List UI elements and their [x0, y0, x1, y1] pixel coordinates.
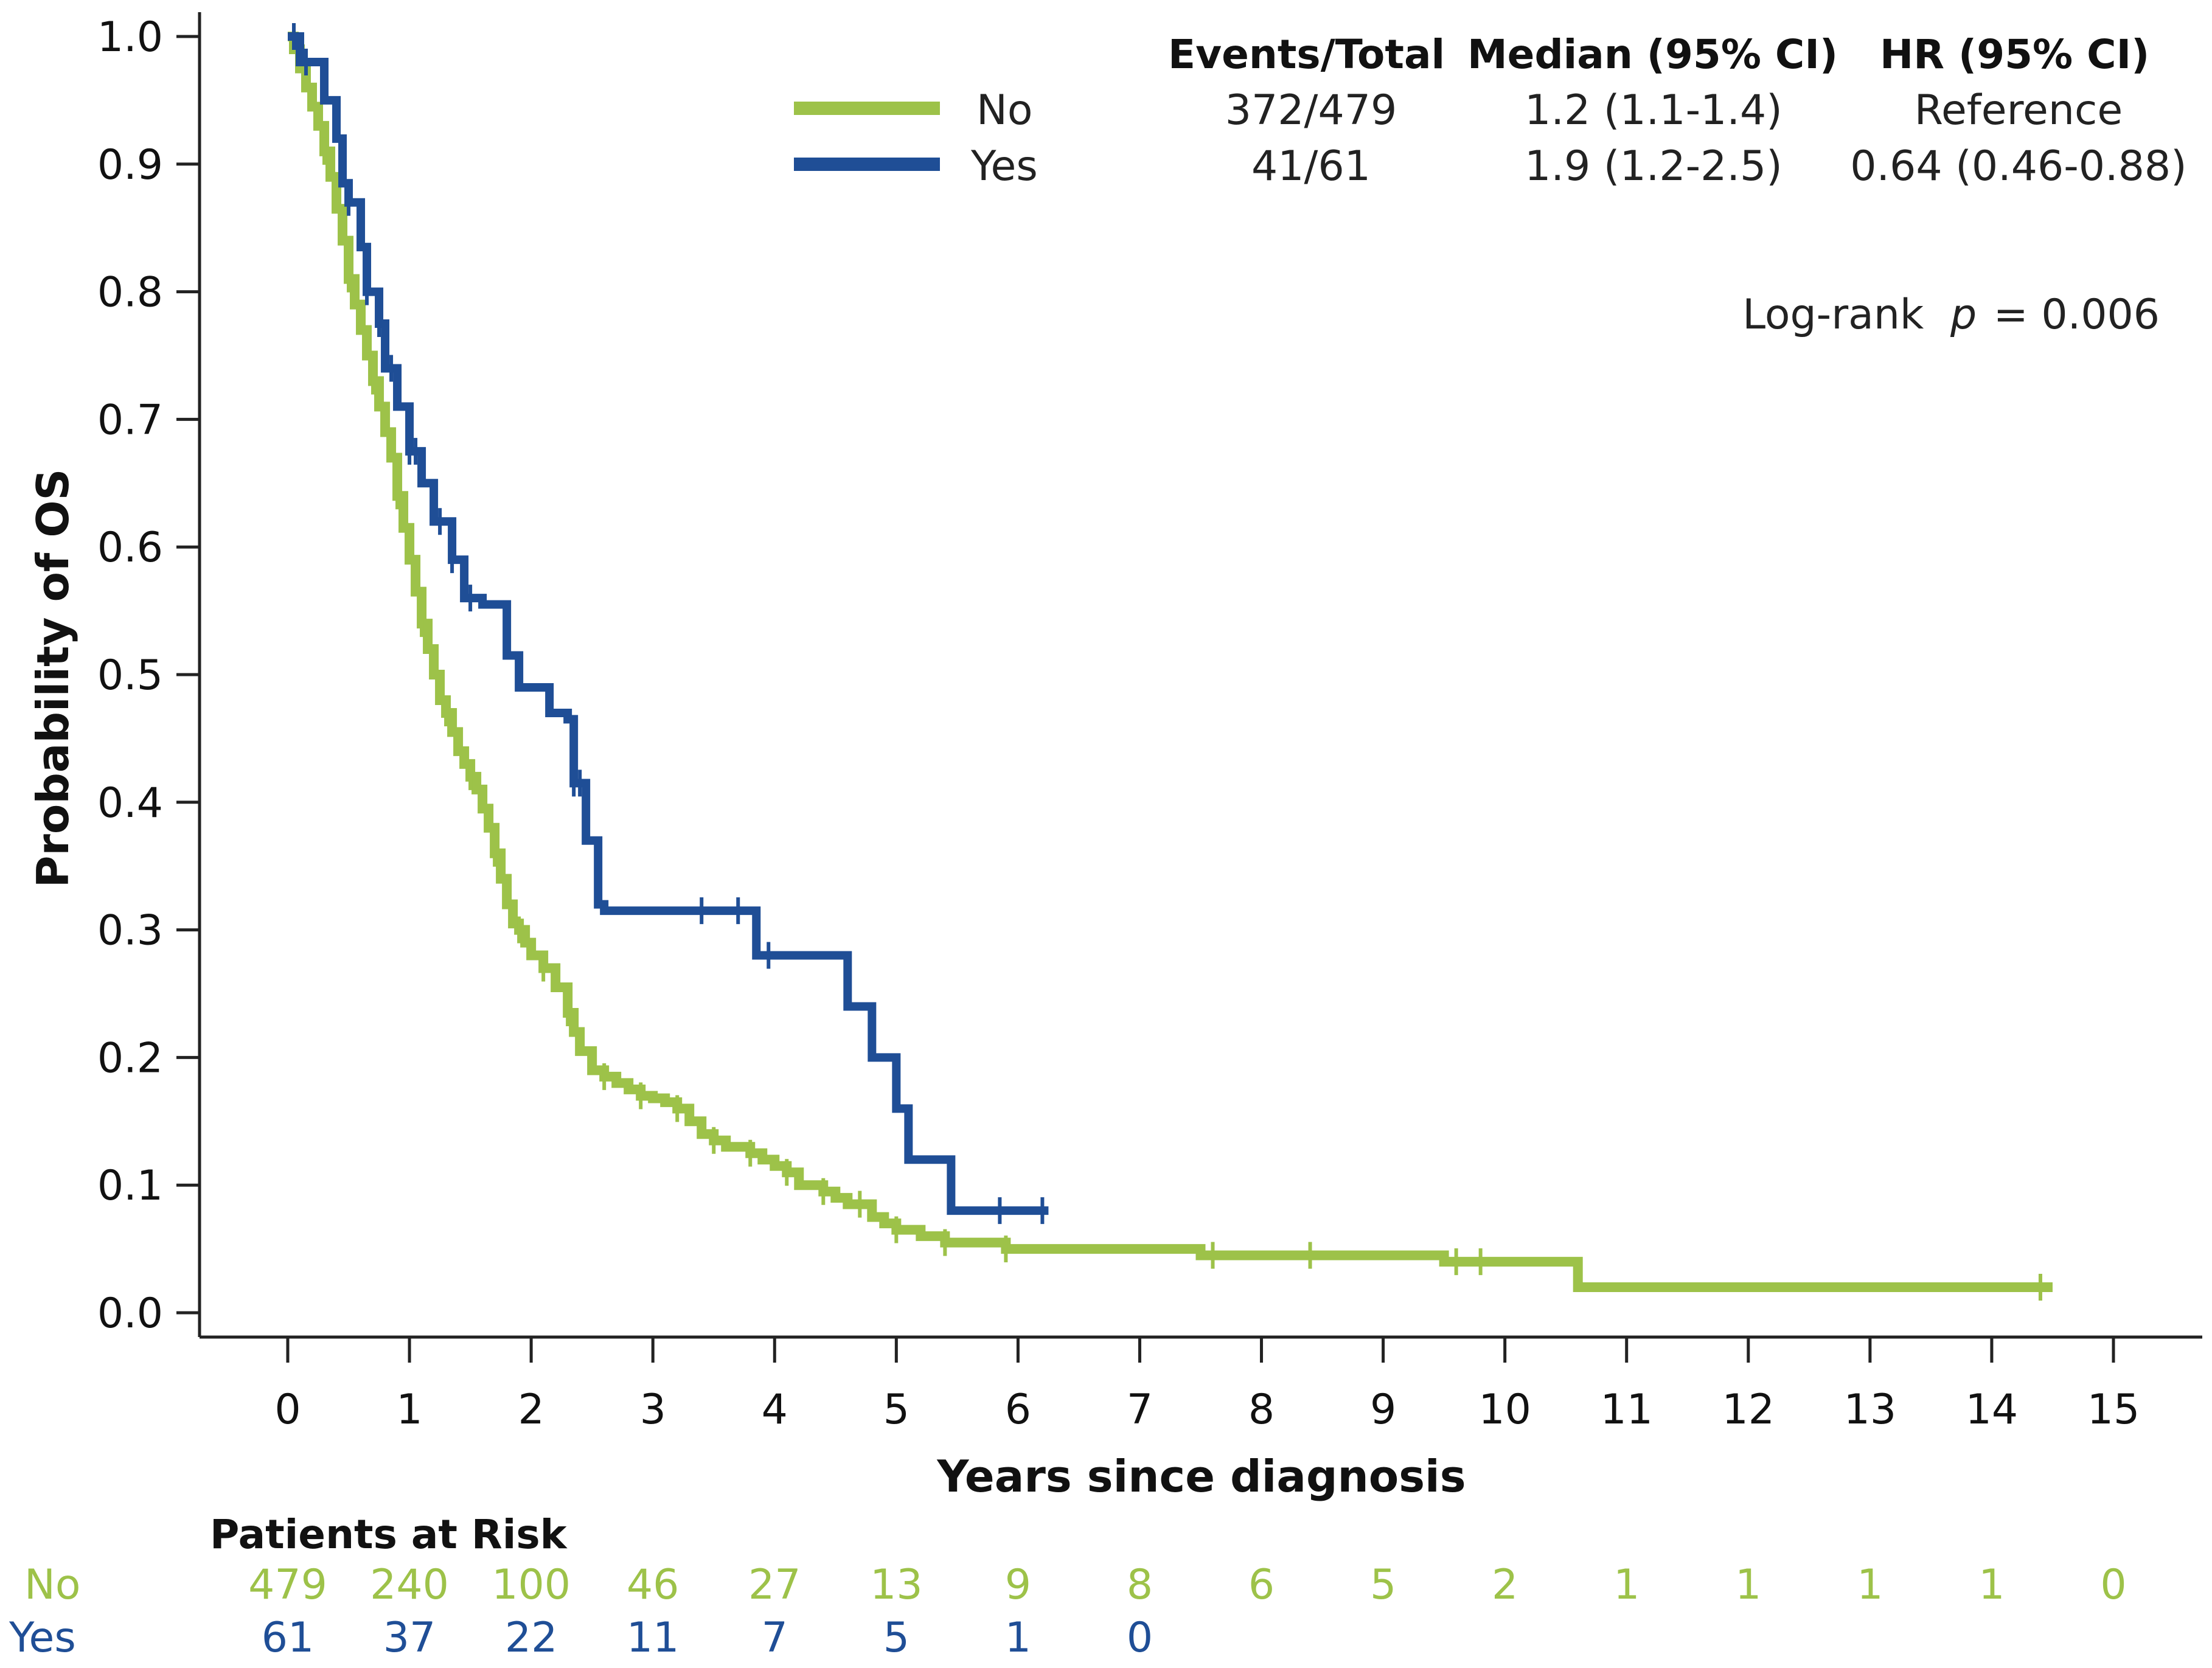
risk-count-no: 5: [1370, 1561, 1396, 1609]
x-ticks: 0 1 2 3 4 5 6 7 8 9 10 11 12 13 14 15: [274, 1337, 2140, 1434]
legend-hr-yes: 0.64 (0.46-0.88): [1850, 142, 2186, 190]
x-tick-label: 5: [883, 1386, 909, 1434]
p-symbol: p: [1950, 291, 1977, 339]
x-tick-label: 3: [640, 1386, 666, 1434]
x-tick-label: 11: [1600, 1386, 1653, 1434]
legend: Events/Total Median (95% CI) HR (95% CI)…: [794, 31, 2187, 190]
risk-count-yes: 22: [505, 1614, 558, 1662]
log-rank-annotation: Log-rank p = 0.006: [1742, 291, 2160, 339]
risk-count-no: 1: [1613, 1561, 1640, 1609]
axes: [198, 12, 2202, 1339]
y-tick-label: 0.3: [97, 907, 163, 955]
x-tick-label: 2: [518, 1386, 544, 1434]
x-tick-label: 1: [396, 1386, 422, 1434]
x-tick-label: 7: [1127, 1386, 1153, 1434]
risk-count-no: 13: [870, 1561, 923, 1609]
x-axis-title: Years since diagnosis: [936, 1451, 1466, 1502]
series-line-no: [288, 32, 2053, 1293]
legend-label-yes: Yes: [970, 142, 1038, 190]
y-axis-title: Probability of OS: [27, 469, 78, 888]
risk-count-no: 46: [627, 1561, 680, 1609]
x-tick-label: 12: [1722, 1386, 1775, 1434]
risk-count-no: 1: [1857, 1561, 1883, 1609]
risk-count-no: 479: [248, 1561, 327, 1609]
x-tick-label: 14: [1966, 1386, 2019, 1434]
legend-label-no: No: [976, 86, 1032, 134]
y-tick-label: 0.0: [97, 1290, 163, 1338]
y-tick-label: 0.4: [97, 779, 163, 827]
legend-median-no: 1.2 (1.1-1.4): [1525, 86, 1782, 134]
y-tick-label: 0.8: [97, 269, 163, 317]
x-tick-label: 6: [1005, 1386, 1031, 1434]
risk-count-no: 27: [748, 1561, 801, 1609]
risk-count-no: 100: [492, 1561, 571, 1609]
risk-count-yes: 0: [1127, 1614, 1153, 1662]
risk-row-label-no: No: [24, 1561, 80, 1609]
x-tick-label: 9: [1370, 1386, 1396, 1434]
legend-events-yes: 41/61: [1251, 142, 1371, 190]
x-tick-label: 4: [762, 1386, 788, 1434]
legend-events-no: 372/479: [1225, 86, 1397, 134]
risk-count-no: 2: [1492, 1561, 1518, 1609]
series-layer: [288, 23, 2053, 1301]
y-tick-label: 0.5: [97, 652, 163, 700]
risk-count-no: 1: [1735, 1561, 1761, 1609]
y-ticks: 0.0 0.1 0.2 0.3 0.4 0.5 0.6 0.7 0.8 0.9 1.0: [97, 13, 200, 1338]
legend-header-median: Median (95% CI): [1467, 31, 1838, 78]
risk-table: Patients at Risk No Yes 479 240 100 46 27 13 9…: [9, 1511, 2127, 1662]
y-tick-label: 0.9: [97, 141, 163, 189]
risk-count-no: 240: [370, 1561, 449, 1609]
legend-hr-no: Reference: [1915, 86, 2123, 134]
legend-header-events: Events/Total: [1168, 31, 1445, 78]
y-tick-label: 0.7: [97, 396, 163, 444]
risk-count-no: 0: [2100, 1561, 2126, 1609]
x-tick-label: 13: [1844, 1386, 1897, 1434]
risk-count-no: 1: [1978, 1561, 2005, 1609]
legend-header-hr: HR (95% CI): [1880, 31, 2149, 78]
risk-count-yes: 5: [883, 1614, 909, 1662]
x-tick-label: 15: [2087, 1386, 2140, 1434]
y-tick-label: 0.1: [97, 1162, 163, 1210]
log-rank-label: Log-rank: [1742, 291, 1924, 339]
risk-row-label-yes: Yes: [9, 1614, 76, 1662]
risk-count-no: 6: [1248, 1561, 1275, 1609]
risk-count-yes: 37: [383, 1614, 436, 1662]
x-tick-label: 0: [274, 1386, 301, 1434]
y-tick-label: 0.2: [97, 1034, 163, 1082]
risk-count-no: 8: [1127, 1561, 1153, 1609]
p-value: = 0.006: [1994, 291, 2160, 339]
y-tick-label: 0.6: [97, 524, 163, 572]
risk-count-yes: 1: [1005, 1614, 1031, 1662]
x-tick-label: 10: [1478, 1386, 1531, 1434]
risk-count-yes: 7: [762, 1614, 788, 1662]
legend-median-yes: 1.9 (1.2-2.5): [1525, 142, 1782, 190]
risk-count-yes: 61: [262, 1614, 315, 1662]
y-tick-label: 1.0: [97, 13, 163, 61]
x-tick-label: 8: [1248, 1386, 1275, 1434]
series-line-yes: [288, 32, 1049, 1215]
risk-count-no: 9: [1005, 1561, 1031, 1609]
risk-count-yes: 11: [627, 1614, 680, 1662]
risk-table-title: Patients at Risk: [210, 1511, 568, 1558]
